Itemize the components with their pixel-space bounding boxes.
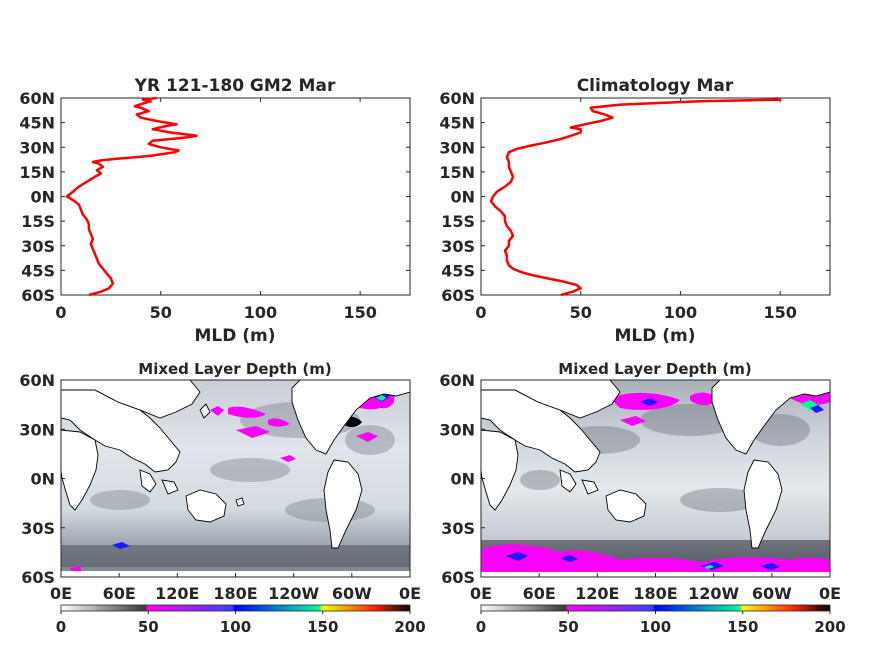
y-tick-label: 45S <box>441 261 475 280</box>
y-tick-label: 30S <box>21 237 55 256</box>
map-panel-climatology: Mixed Layer Depth (m) <box>439 360 845 636</box>
profile-panel-climatology: Climatology Mar 0 50 100 150 60N 45N 30N 15N 0N 1… <box>439 76 831 346</box>
longitude-tick-label: 0E <box>50 584 72 603</box>
plot-frame <box>480 97 831 296</box>
colorbar-tick-label: 0 <box>476 618 486 636</box>
axes: 0 50 100 150 60N 45N 30N 15N 0N 15S 30S 45S 60S <box>439 89 830 322</box>
y-tick-label: 15S <box>441 212 475 231</box>
longitude-tick-label: 180E <box>633 584 677 603</box>
colorbar-tick-label: 100 <box>220 618 251 636</box>
colorbar-tick-label: 100 <box>640 618 671 636</box>
colorbar <box>480 604 831 612</box>
longitude-tick-label: 0E <box>399 584 421 603</box>
land-masses <box>61 380 410 549</box>
y-tick-label: 30S <box>441 237 475 256</box>
y-tick-label: 60S <box>21 286 55 305</box>
y-tick-label: 30N <box>19 138 55 157</box>
latitude-tick-label: 60S <box>441 568 475 587</box>
y-tick-label: 45N <box>439 114 475 133</box>
colorbar-tick-label: 50 <box>138 618 159 636</box>
mld-profile-line <box>65 96 198 297</box>
longitude-tick-label: 120E <box>575 584 619 603</box>
axes: 0 50 100 150 60N 45N 30N 15N 0N 15S 30S 45S 60S <box>19 89 410 322</box>
y-tick-label: 0N <box>450 188 475 207</box>
latitude-tick-label: 30N <box>19 420 55 439</box>
y-tick-label: 15S <box>21 212 55 231</box>
map-panel-model: Mixed Layer Depth (m) <box>19 360 425 636</box>
southern-ocean-band <box>61 545 410 567</box>
colorbar-tick-label: 200 <box>394 618 425 636</box>
y-tick-label: 60N <box>19 89 55 108</box>
latitude-tick-label: 60S <box>21 568 55 587</box>
mld-map <box>61 380 410 577</box>
longitude-tick-label: 60W <box>752 584 792 603</box>
longitude-tick-label: 180E <box>213 584 257 603</box>
x-axis-label: MLD (m) <box>194 326 275 346</box>
y-tick-label: 60S <box>441 286 475 305</box>
panel-title: Mixed Layer Depth (m) <box>138 360 331 378</box>
latitude-tick-label: 30S <box>21 519 55 538</box>
y-tick-label: 45S <box>21 261 55 280</box>
mld-profile-line <box>489 96 782 297</box>
x-tick-label: 0 <box>55 303 66 322</box>
x-tick-label: 100 <box>244 303 277 322</box>
axes: 0E 60E 120E 180E 120W 60W 0E 60N 30N 0N 30S 60S <box>19 371 421 603</box>
y-tick-label: 45N <box>19 114 55 133</box>
longitude-tick-label: 0E <box>470 584 492 603</box>
panel-title: Climatology Mar <box>577 76 734 96</box>
latitude-tick-label: 0N <box>30 470 55 489</box>
colorbar-ticks: 0 50 100 150 200 <box>476 611 846 636</box>
mld-map <box>481 380 830 577</box>
land-masses <box>481 380 830 549</box>
y-tick-label: 30N <box>439 138 475 157</box>
colorbar-ticks: 0 50 100 150 200 <box>56 611 426 636</box>
y-tick-label: 15N <box>439 163 475 182</box>
plot-frame <box>60 97 411 296</box>
colorbar-tick-label: 150 <box>727 618 758 636</box>
latitude-tick-label: 30S <box>441 519 475 538</box>
x-axis-label: MLD (m) <box>614 326 695 346</box>
x-tick-label: 50 <box>570 303 592 322</box>
latitude-tick-label: 0N <box>450 470 475 489</box>
x-tick-label: 150 <box>343 303 376 322</box>
x-tick-label: 50 <box>150 303 172 322</box>
longitude-tick-label: 60E <box>103 584 136 603</box>
latitude-tick-label: 30N <box>439 420 475 439</box>
latitude-tick-label: 60N <box>439 371 475 390</box>
colorbar-tick-label: 50 <box>558 618 579 636</box>
latitude-tick-label: 60N <box>19 371 55 390</box>
y-tick-label: 60N <box>439 89 475 108</box>
colorbar-tick-label: 150 <box>307 618 338 636</box>
colorbar-tick-label: 0 <box>56 618 66 636</box>
axes: 0E 60E 120E 180E 120W 60W 0E 60N 30N 0N 30S 60S <box>439 371 841 603</box>
colorbar <box>60 604 411 612</box>
longitude-tick-label: 120W <box>268 584 319 603</box>
longitude-tick-label: 60W <box>332 584 372 603</box>
x-tick-label: 150 <box>763 303 796 322</box>
profile-panel-model: YR 121-180 GM2 Mar 0 50 100 150 60N 45N 30N 15N… <box>19 76 411 346</box>
panel-title: Mixed Layer Depth (m) <box>558 360 751 378</box>
y-tick-label: 0N <box>30 188 55 207</box>
panel-title: YR 121-180 GM2 Mar <box>134 76 336 96</box>
longitude-tick-label: 60E <box>523 584 556 603</box>
longitude-tick-label: 120E <box>155 584 199 603</box>
colorbar-tick-label: 200 <box>814 618 845 636</box>
longitude-tick-label: 0E <box>819 584 841 603</box>
longitude-tick-label: 120W <box>688 584 739 603</box>
x-tick-label: 0 <box>475 303 486 322</box>
y-tick-label: 15N <box>19 163 55 182</box>
x-tick-label: 100 <box>664 303 697 322</box>
